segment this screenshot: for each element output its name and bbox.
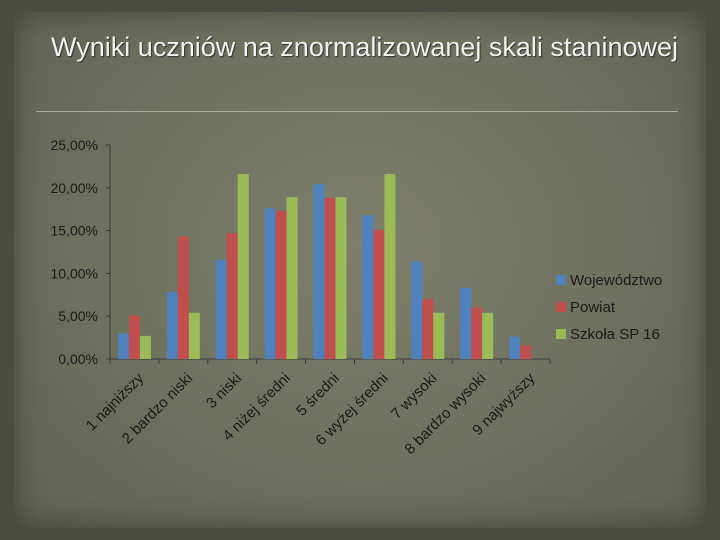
- bar: [460, 287, 472, 359]
- y-tick-label: 20,00%: [51, 180, 98, 196]
- bar: [275, 210, 287, 359]
- bar: [226, 233, 238, 359]
- bar: [520, 345, 532, 359]
- bar: [362, 215, 374, 359]
- bar: [324, 198, 336, 359]
- bar: [313, 184, 325, 359]
- title-divider: [36, 111, 678, 112]
- bar: [237, 174, 249, 359]
- y-tick-label: 25,00%: [51, 137, 98, 153]
- bar: [509, 336, 521, 359]
- legend-label: Powiat: [570, 299, 616, 316]
- bar: [482, 312, 494, 359]
- bar: [286, 197, 298, 359]
- y-tick-label: 0,00%: [58, 351, 98, 367]
- bar: [177, 236, 189, 359]
- bar: [264, 208, 276, 359]
- bar: [166, 292, 178, 359]
- legend-swatch: [556, 302, 566, 312]
- bar: [188, 312, 200, 359]
- bar: [117, 333, 129, 359]
- bar: [411, 261, 423, 359]
- y-tick-label: 10,00%: [51, 265, 98, 281]
- slide-title: Wyniki uczniów na znormalizowanej skali …: [50, 32, 678, 62]
- bar: [384, 174, 396, 359]
- bar: [433, 312, 445, 359]
- bar: [335, 197, 347, 359]
- x-tick-label: 3 niski: [203, 370, 245, 412]
- bar: [139, 335, 151, 359]
- legend-swatch: [556, 329, 566, 339]
- bar: [471, 307, 483, 359]
- slide-frame: [14, 12, 706, 528]
- legend-swatch: [556, 275, 566, 285]
- y-tick-label: 5,00%: [58, 308, 98, 324]
- y-tick-label: 15,00%: [51, 223, 98, 239]
- bar: [422, 299, 434, 359]
- x-tick-label: 5 średni: [293, 370, 343, 420]
- legend-label: Województwo: [570, 272, 662, 289]
- bar: [373, 229, 385, 359]
- bar: [215, 259, 227, 359]
- legend-label: Szkoła SP 16: [570, 326, 660, 343]
- bar: [128, 315, 140, 359]
